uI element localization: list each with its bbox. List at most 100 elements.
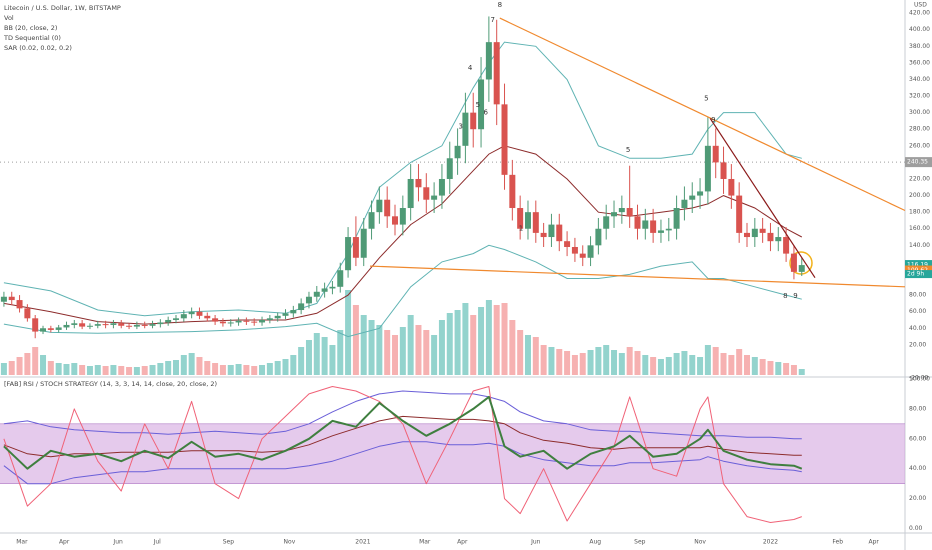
candle-body [587, 245, 594, 258]
td-count: 9 [793, 292, 797, 300]
candle-body [118, 323, 125, 326]
volume-bar [32, 347, 39, 375]
candle-body [337, 270, 344, 287]
candle-body [603, 216, 610, 229]
x-tick-label: Aug [589, 539, 601, 546]
volume-bar [501, 303, 508, 375]
volume-bar [298, 347, 305, 375]
candle-body [305, 296, 312, 304]
volume-bar [71, 363, 78, 375]
volume-bar [180, 355, 187, 375]
volume-bar [165, 361, 172, 375]
legend-item: TD Sequential (0) [3, 34, 61, 42]
candle-body [227, 322, 234, 324]
candle-body [673, 208, 680, 229]
candle-body [243, 320, 250, 322]
candle-body [689, 195, 696, 200]
y-tick-label: 260.00 [909, 142, 930, 149]
candle-body [329, 286, 336, 289]
volume-bar [728, 355, 735, 375]
indicator-line [3, 390, 802, 440]
x-tick-label: Nov [284, 539, 296, 546]
volume-bar [157, 363, 164, 375]
volume-bar [712, 347, 719, 375]
y-tick-label: 400.00 [909, 26, 930, 33]
volume-bar [282, 359, 289, 375]
volume-bar [775, 362, 782, 375]
x-tick-label: Jun [112, 539, 123, 546]
candle-body [415, 178, 422, 188]
volume-bar [227, 365, 234, 375]
volume-bar [524, 335, 531, 375]
candle-body [219, 321, 226, 324]
volume-bar [110, 365, 117, 375]
candle-body [40, 328, 47, 332]
volume-bar [611, 350, 618, 375]
candle-body [579, 253, 586, 258]
candle-body [384, 199, 391, 217]
x-tick-label: Feb [832, 539, 843, 546]
candle-body [767, 232, 774, 242]
volume-bar [642, 355, 649, 375]
volume-bar [360, 315, 367, 375]
y-tick-label: 200.00 [909, 192, 930, 199]
y-tick-label: 40.00 [909, 465, 926, 472]
volume-bar [345, 290, 352, 375]
candle-body [94, 324, 101, 326]
price-tag [905, 157, 932, 168]
y-tick-label: 360.00 [909, 59, 930, 66]
candle-body [485, 42, 492, 80]
volume-bar [8, 361, 15, 375]
td-count: 4 [468, 64, 473, 72]
candle-body [266, 318, 273, 320]
x-tick-label: Sep [634, 539, 646, 546]
trendline [709, 118, 816, 279]
volume-bar [329, 345, 336, 375]
td-count: 8 [783, 292, 787, 300]
candle-body [376, 199, 383, 213]
candle-body [157, 322, 164, 325]
candle-body [501, 104, 508, 175]
volume-bar [235, 364, 242, 375]
candle-body [751, 228, 758, 238]
indicator-line [3, 395, 803, 470]
candle-body [634, 216, 641, 229]
y-tick-label: 340.00 [909, 76, 930, 83]
volume-bar [337, 330, 344, 375]
td-count: 8 [498, 1, 502, 9]
volume-bar [783, 363, 790, 375]
y-tick-label: 320.00 [909, 93, 930, 100]
candle-body [775, 237, 782, 242]
volume-bar [767, 361, 774, 375]
volume-bar [126, 367, 133, 375]
td-count: 9 [711, 116, 715, 124]
candle-body [571, 246, 578, 254]
volume-bar [133, 367, 140, 375]
volume-bar [313, 333, 320, 375]
candle-body [24, 308, 31, 319]
td-count: 6 [484, 109, 489, 117]
candle-body [149, 324, 156, 326]
y-tick-label: 160.00 [909, 225, 930, 232]
volume-bar [212, 363, 219, 375]
volume-bar [736, 349, 743, 375]
y-tick-label: 0.00 [909, 525, 923, 532]
candle-body [431, 195, 438, 200]
volume-bar [454, 310, 461, 375]
volume-bar [141, 366, 148, 375]
volume-bar [94, 365, 101, 375]
candle-body [548, 224, 555, 238]
volume-bar [219, 365, 226, 375]
volume-bar [55, 363, 62, 375]
candle-body [313, 291, 320, 297]
volume-bar [743, 355, 750, 375]
candle-body [665, 228, 672, 231]
volume-bar [595, 347, 602, 375]
candle-body [188, 311, 195, 315]
candle-body [728, 178, 735, 196]
x-tick-label: 2021 [355, 539, 370, 546]
candle-body [274, 315, 281, 319]
candle-body [595, 228, 602, 246]
legend-item: SAR (0.02, 0.02, 0.2) [4, 44, 72, 52]
candle-body [564, 241, 571, 247]
